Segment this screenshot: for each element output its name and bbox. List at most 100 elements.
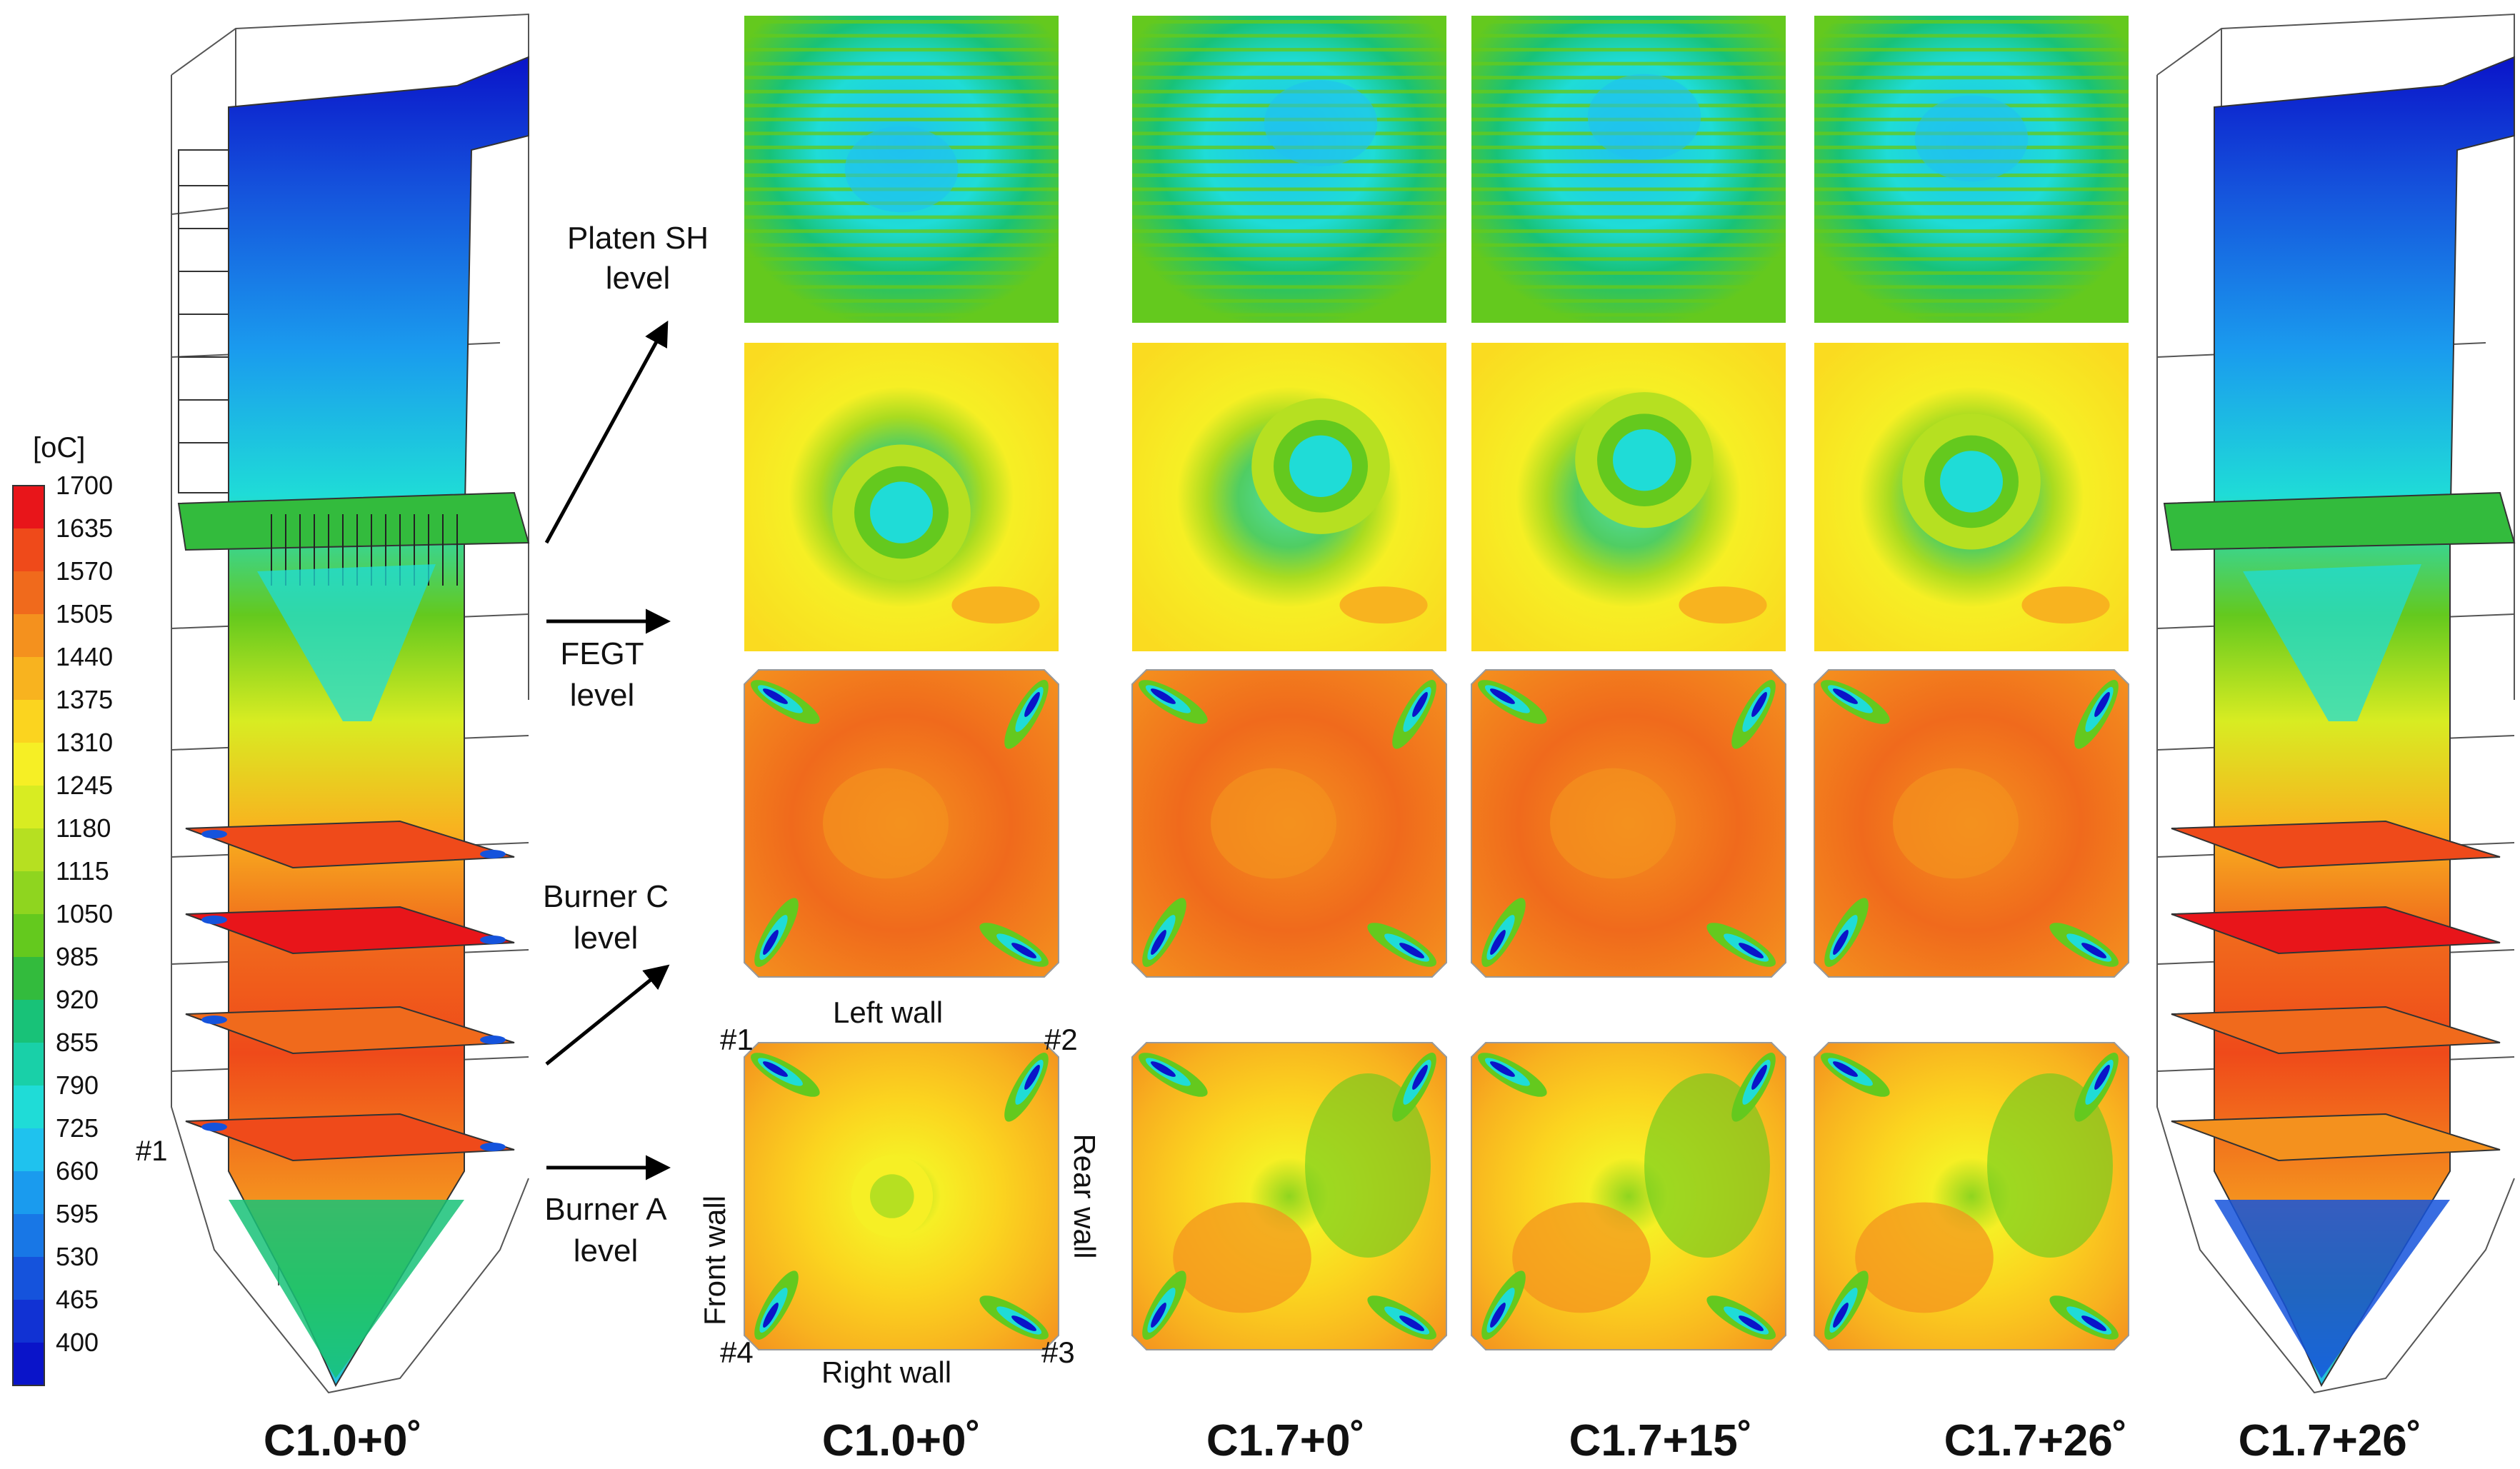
platen-level-label-line1: Platen SH	[567, 221, 709, 256]
colorbar-tick-label: 1700	[56, 471, 113, 500]
platen-tube-stripe	[1132, 34, 1446, 38]
burner-c-level-label-line2: level	[574, 921, 639, 956]
furnace-3d-view-left	[171, 13, 530, 1394]
platen-level-label-line2: level	[606, 261, 671, 296]
platen-tube-stripe	[1471, 271, 1786, 275]
contour-panel	[744, 669, 1059, 978]
burner-plane-right-4	[2171, 1113, 2501, 1162]
burner-jet	[1478, 680, 1547, 724]
platen-horizontal-slab-right	[2163, 491, 2516, 551]
platen-tube-stripe	[1471, 313, 1786, 317]
contour-panel	[744, 343, 1059, 651]
platen-contour-fill	[1132, 16, 1446, 323]
burner-a-level-label-line2: level	[574, 1233, 639, 1268]
platen-tube-stripe	[1814, 313, 2129, 317]
colorbar-swatch	[13, 1300, 44, 1343]
platen-tube-stripe	[1814, 285, 2129, 289]
platen-tube-stripe	[1814, 34, 2129, 38]
burner-jet-core	[1151, 1303, 1166, 1328]
platen-tube-stripe	[744, 243, 1059, 247]
burner-jet-core	[1024, 691, 1040, 717]
contour-panel	[1132, 343, 1446, 651]
colorbar-swatch	[13, 571, 44, 614]
platen-tube-stripe	[744, 285, 1059, 289]
platen-tube-stripe	[1132, 20, 1446, 24]
colorbar-swatch	[13, 528, 44, 571]
colorbar-swatch	[13, 1043, 44, 1086]
burner-jet	[1706, 1295, 1776, 1340]
fegt-warm-patch	[2021, 586, 2110, 624]
contour-panel	[1131, 669, 1447, 978]
burner-jet	[1367, 1295, 1436, 1340]
burner-jet-core	[1412, 691, 1428, 717]
platen-tube-stripe	[744, 34, 1059, 38]
burner-jet-core	[1399, 1315, 1425, 1331]
column-title-3: C1.7+15˚	[1569, 1416, 1753, 1465]
platen-tube-stripe	[1132, 229, 1446, 234]
platen-tube-stripe	[1132, 257, 1446, 261]
burner-jet-core	[1412, 1064, 1428, 1090]
platen-tube-stripe	[744, 76, 1059, 80]
colorbar-tick-label: 1050	[56, 899, 113, 928]
colorbar-tick-label: 1635	[56, 513, 113, 543]
platen-tube-stripe	[1814, 201, 2129, 206]
fegt-cool-core	[1613, 428, 1676, 491]
platen-tube-stripe	[1814, 20, 2129, 24]
burner-plane-4	[185, 1113, 515, 1162]
column-title-4: C1.7+26˚	[1944, 1416, 2128, 1465]
contour-panel	[744, 16, 1059, 323]
burner-jet	[1142, 1270, 1186, 1340]
colorbar-swatch	[13, 957, 44, 1000]
burner-jet	[1824, 1270, 1869, 1340]
burner-jet	[1706, 923, 1776, 967]
platen-tube-stripe	[1814, 299, 2129, 303]
platen-tube-stripe	[1814, 215, 2129, 219]
burner-a-hot-zone	[1512, 1202, 1651, 1313]
burner-jet-core	[762, 688, 788, 704]
colorbar-tick-label: 595	[56, 1199, 99, 1228]
platen-tube-stripe	[1471, 187, 1786, 191]
burner-jet	[1139, 1053, 1208, 1097]
platen-tube-stripe	[1471, 299, 1786, 303]
colorbar-swatch	[13, 700, 44, 743]
contour-panel	[1814, 1042, 2129, 1350]
cool-core-region-right	[2243, 564, 2421, 721]
burner-jet	[751, 680, 820, 724]
burner-jet	[2049, 1295, 2119, 1340]
colorbar-swatch	[13, 828, 44, 871]
colorbar-swatch	[13, 1214, 44, 1257]
platen-tube-stripe	[1814, 187, 2129, 191]
platen-tube-stripe	[1814, 89, 2129, 94]
right-wall-label: Right wall	[821, 1355, 951, 1389]
platen-tube-stripe	[1471, 174, 1786, 177]
platen-tube-stripe	[1471, 201, 1786, 206]
platen-tube-stripe	[1471, 61, 1786, 66]
colorbar-swatch	[13, 1343, 44, 1385]
burner-jet	[979, 923, 1049, 967]
platen-tube-stripe	[1132, 174, 1446, 177]
platen-cool-zone	[1264, 80, 1378, 166]
platen-horizontal-slab	[177, 491, 530, 551]
arrow-to-burner-c	[545, 964, 670, 1066]
platen-tube-stripe	[744, 271, 1059, 275]
colorbar-tick-label: 855	[56, 1028, 99, 1057]
platen-tube-stripe	[744, 229, 1059, 234]
burner-plane-1	[185, 820, 515, 869]
furnace-3d-view-right	[2156, 13, 2516, 1394]
colorbar-swatch	[13, 1128, 44, 1171]
colorbar-swatch	[13, 614, 44, 657]
colorbar-swatch	[13, 1257, 44, 1300]
burner-c-center-zone	[1893, 768, 2019, 879]
burner-jet-core	[1833, 930, 1849, 956]
burner-jet-core	[1011, 1315, 1037, 1331]
burner-jet-core	[1751, 691, 1767, 717]
platen-tube-stripe	[1132, 159, 1446, 164]
burner-a-level-label-line1: Burner A	[544, 1192, 667, 1227]
burner-jet-core	[1832, 688, 1858, 704]
burner-plane-right-3	[2171, 1006, 2501, 1055]
platen-tube-stripe	[1814, 257, 2129, 261]
platen-tube-stripe	[1814, 61, 2129, 66]
burner-jet-core	[1490, 930, 1506, 956]
fegt-level-label-line2: level	[570, 678, 635, 713]
